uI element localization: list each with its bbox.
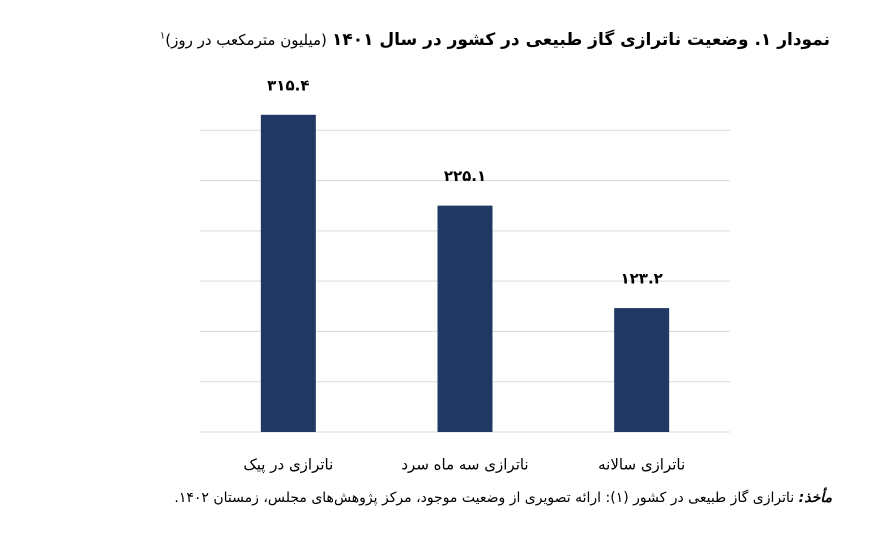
source-text: ناترازی گاز طبیعی در کشور (۱): ارائه تصو… bbox=[174, 490, 795, 506]
data-label: ۲۲۵.۱ bbox=[444, 167, 486, 185]
x-tick-label: ناترازی سالانه bbox=[598, 456, 685, 474]
source-block: مأخذ: ناترازی گاز طبیعی در کشور (۱): ارا… bbox=[174, 490, 832, 506]
bar bbox=[260, 114, 316, 432]
data-label: ۱۲۳.۲ bbox=[621, 270, 663, 288]
data-label: ۳۱۵.۴ bbox=[267, 76, 309, 94]
bar bbox=[614, 308, 670, 432]
x-tick-label: ناترازی در پیک bbox=[243, 456, 333, 475]
footnote-marker: ۱ bbox=[159, 30, 166, 42]
source-label: مأخذ: bbox=[798, 490, 832, 506]
x-tick-label: ناترازی سه ماه سرد bbox=[401, 456, 528, 474]
chart-title-block: نمودار ۱. وضعیت ناترازی گاز طبیعی در کشو… bbox=[160, 30, 830, 50]
chart-subtitle: (میلیون مترمکعب در روز) bbox=[165, 31, 327, 49]
chart-title: نمودار ۱. وضعیت ناترازی گاز طبیعی در کشو… bbox=[331, 30, 830, 50]
bar bbox=[437, 205, 493, 432]
